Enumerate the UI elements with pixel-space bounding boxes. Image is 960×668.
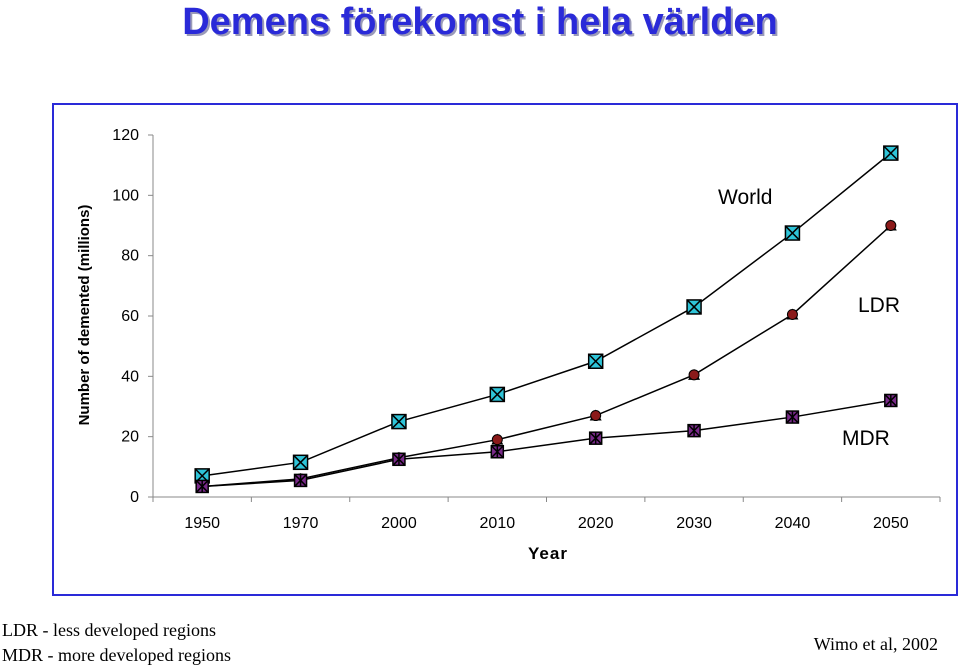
data-point-ldr bbox=[786, 308, 799, 320]
series-line-world bbox=[202, 152, 892, 477]
data-point-mdr bbox=[884, 393, 898, 408]
marker-x bbox=[784, 225, 800, 241]
marker-x bbox=[489, 386, 505, 402]
series-line-ldr bbox=[202, 224, 892, 488]
marker-x bbox=[686, 299, 702, 315]
y-axis: 0 20 40 60 80 100 120 bbox=[112, 127, 154, 506]
x-tick-label: 1950 bbox=[184, 515, 220, 532]
x-tick-label: 2000 bbox=[381, 515, 417, 532]
marker-circle bbox=[786, 308, 798, 320]
data-point-ldr bbox=[491, 433, 504, 446]
data-point-world bbox=[784, 225, 801, 241]
marker-circle bbox=[688, 369, 700, 381]
marker-circle bbox=[491, 434, 503, 446]
slide-title: Demens förekomst i hela världen bbox=[182, 1, 778, 43]
series-label-ldr: LDR bbox=[858, 294, 900, 317]
marker-x bbox=[883, 145, 899, 161]
marker-circle bbox=[590, 410, 602, 422]
data-point-mdr bbox=[392, 452, 406, 467]
data-point-mdr bbox=[490, 445, 505, 459]
marker-x bbox=[391, 414, 407, 430]
data-point-mdr bbox=[293, 473, 308, 488]
x-axis-label: Year bbox=[528, 544, 568, 563]
series-label-world: World bbox=[718, 186, 772, 209]
data-point-world bbox=[587, 353, 604, 369]
data-point-world bbox=[686, 299, 702, 315]
data-point-mdr bbox=[687, 423, 701, 438]
data-point-ldr bbox=[589, 409, 602, 422]
marker-circle bbox=[885, 220, 897, 231]
x-tick-label: 1970 bbox=[283, 515, 319, 532]
x-tick-label: 2020 bbox=[578, 515, 614, 532]
data-point-world bbox=[292, 454, 309, 471]
series-layer bbox=[194, 145, 899, 494]
note-ldr: LDR - less developed regions bbox=[2, 620, 216, 640]
y-tick-label: 80 bbox=[121, 248, 139, 265]
x-axis: 1950 1970 2000 2010 2020 2030 2040 2050 bbox=[152, 496, 941, 532]
data-point-mdr bbox=[785, 410, 800, 424]
x-tick-label: 2030 bbox=[676, 515, 712, 532]
series-label-mdr: MDR bbox=[842, 427, 890, 450]
data-point-mdr bbox=[588, 431, 603, 445]
y-tick-label: 100 bbox=[112, 187, 139, 204]
data-point-world bbox=[391, 413, 407, 430]
data-point-world bbox=[489, 386, 506, 403]
chart-frame bbox=[52, 103, 958, 596]
series-line-mdr bbox=[202, 399, 891, 488]
marker-x bbox=[588, 353, 604, 369]
note-mdr: MDR - more developed regions bbox=[2, 645, 231, 665]
data-point-mdr bbox=[195, 479, 209, 494]
data-point-ldr bbox=[884, 219, 897, 231]
x-tick-label: 2010 bbox=[480, 515, 516, 532]
x-tick-label: 2040 bbox=[775, 515, 811, 532]
y-tick-label: 120 bbox=[112, 127, 139, 144]
y-tick-label: 20 bbox=[121, 429, 139, 446]
data-point-world bbox=[883, 145, 899, 161]
x-tick-label: 2050 bbox=[873, 515, 909, 532]
y-axis-label: Number of demented (millions) bbox=[76, 205, 93, 426]
y-tick-label: 60 bbox=[121, 308, 139, 325]
data-point-ldr bbox=[688, 368, 701, 381]
y-tick-label: 40 bbox=[121, 368, 139, 385]
marker-x bbox=[293, 454, 309, 470]
source-citation: Wimo et al, 2002 bbox=[813, 634, 938, 654]
y-tick-label: 0 bbox=[130, 489, 139, 506]
